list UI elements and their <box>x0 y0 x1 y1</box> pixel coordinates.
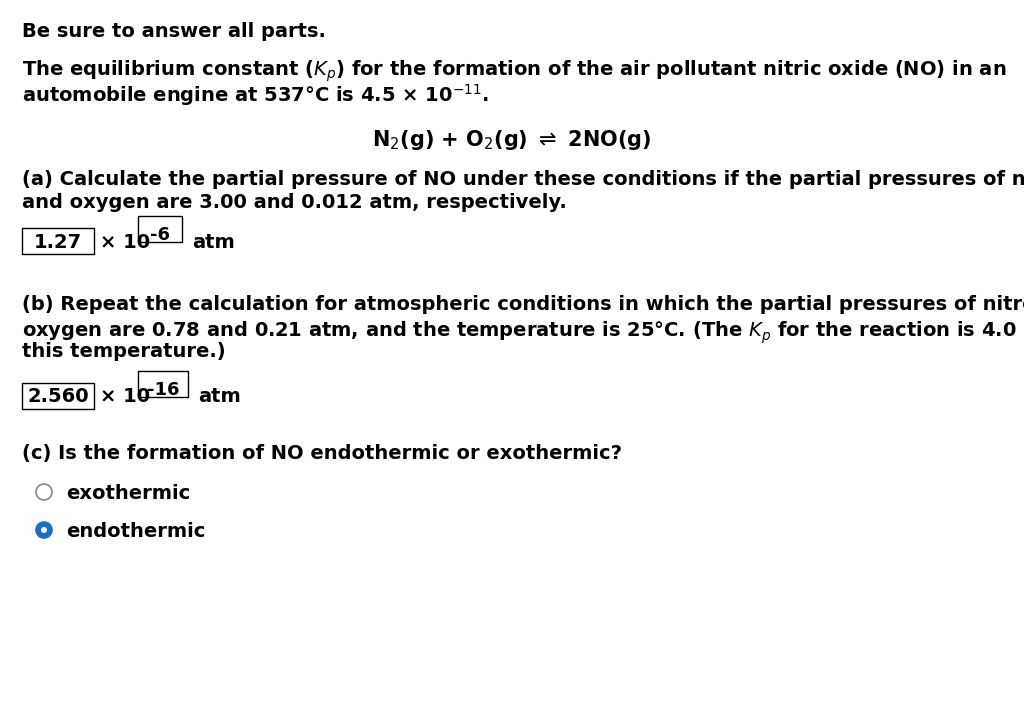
Bar <box>22 228 94 254</box>
Text: N$_2$(g) + O$_2$(g) $\rightleftharpoons$ 2NO(g): N$_2$(g) + O$_2$(g) $\rightleftharpoons$… <box>372 128 652 152</box>
Text: 2.560: 2.560 <box>28 387 89 407</box>
Text: The equilibrium constant ($\mathit{K}_p$) for the formation of the air pollutant: The equilibrium constant ($\mathit{K}_p$… <box>22 58 1007 84</box>
Circle shape <box>36 522 52 538</box>
Text: (a) Calculate the partial pressure of NO under these conditions if the partial p: (a) Calculate the partial pressure of NO… <box>22 170 1024 189</box>
Text: atm: atm <box>193 233 234 251</box>
Text: atm: atm <box>198 387 241 407</box>
Text: -6: -6 <box>150 226 170 244</box>
Text: -16: -16 <box>146 381 179 399</box>
Text: this temperature.): this temperature.) <box>22 342 225 361</box>
Text: exothermic: exothermic <box>66 484 190 503</box>
Bar <box>22 383 94 409</box>
Text: 1.27: 1.27 <box>34 233 82 251</box>
Bar <box>138 371 188 397</box>
Bar <box>138 216 182 242</box>
Text: Be sure to answer all parts.: Be sure to answer all parts. <box>22 22 326 41</box>
Text: oxygen are 0.78 and 0.21 atm, and the temperature is 25°C. (The $\mathit{K}_p$ f: oxygen are 0.78 and 0.21 atm, and the te… <box>22 318 1024 346</box>
Text: automobile engine at 537°C is 4.5 × 10$^{-11}$.: automobile engine at 537°C is 4.5 × 10$^… <box>22 82 488 108</box>
Circle shape <box>36 484 52 500</box>
Text: (b) Repeat the calculation for atmospheric conditions in which the partial press: (b) Repeat the calculation for atmospher… <box>22 295 1024 314</box>
Text: (c) Is the formation of NO endothermic or exothermic?: (c) Is the formation of NO endothermic o… <box>22 444 622 463</box>
Text: × 10: × 10 <box>100 387 151 407</box>
Text: × 10: × 10 <box>100 233 151 251</box>
Text: endothermic: endothermic <box>66 522 206 541</box>
Circle shape <box>41 527 47 533</box>
Text: and oxygen are 3.00 and 0.012 atm, respectively.: and oxygen are 3.00 and 0.012 atm, respe… <box>22 193 566 212</box>
